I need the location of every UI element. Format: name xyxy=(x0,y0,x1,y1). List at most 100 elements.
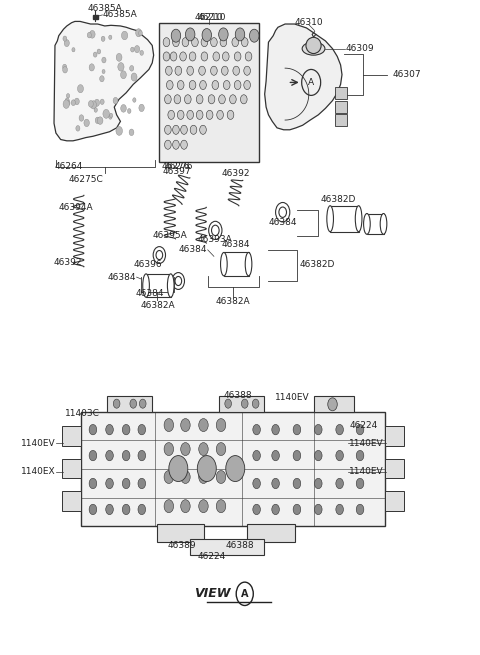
Circle shape xyxy=(116,126,122,136)
Text: 1140EV: 1140EV xyxy=(349,467,384,476)
Circle shape xyxy=(272,424,279,435)
Circle shape xyxy=(253,478,261,489)
Bar xyxy=(313,396,354,412)
Bar xyxy=(384,426,404,446)
Circle shape xyxy=(97,49,101,54)
Circle shape xyxy=(171,29,180,42)
Circle shape xyxy=(97,117,103,124)
Text: 46396: 46396 xyxy=(133,259,162,269)
Circle shape xyxy=(199,470,208,483)
Ellipse shape xyxy=(220,252,227,276)
Ellipse shape xyxy=(168,274,174,297)
Circle shape xyxy=(211,66,217,75)
Circle shape xyxy=(241,399,248,408)
Circle shape xyxy=(116,54,122,62)
Circle shape xyxy=(235,28,245,41)
Text: 46385A: 46385A xyxy=(102,10,137,20)
Ellipse shape xyxy=(306,37,321,54)
Bar xyxy=(157,524,204,542)
Text: 1140EV: 1140EV xyxy=(349,439,384,448)
Circle shape xyxy=(206,110,213,119)
Circle shape xyxy=(356,424,364,435)
Text: 1140EV: 1140EV xyxy=(21,439,56,448)
Circle shape xyxy=(222,52,229,61)
Text: 46275C: 46275C xyxy=(69,176,103,184)
Bar xyxy=(81,412,384,526)
Circle shape xyxy=(293,478,301,489)
Circle shape xyxy=(244,66,251,75)
Ellipse shape xyxy=(380,214,387,234)
Circle shape xyxy=(122,424,130,435)
Circle shape xyxy=(293,451,301,460)
Circle shape xyxy=(233,66,240,75)
Circle shape xyxy=(173,37,179,47)
Circle shape xyxy=(128,109,131,113)
Ellipse shape xyxy=(245,252,252,276)
Circle shape xyxy=(234,81,241,90)
Bar xyxy=(247,524,295,542)
Circle shape xyxy=(139,399,146,408)
Circle shape xyxy=(131,73,137,81)
Circle shape xyxy=(74,98,79,105)
Circle shape xyxy=(221,66,228,75)
Text: 46395A: 46395A xyxy=(153,231,187,240)
Circle shape xyxy=(213,52,219,61)
Text: 46384: 46384 xyxy=(178,246,207,254)
Circle shape xyxy=(164,419,174,432)
Text: 46382A: 46382A xyxy=(140,301,175,310)
Circle shape xyxy=(227,110,234,119)
Circle shape xyxy=(189,81,196,90)
Circle shape xyxy=(120,71,126,79)
Circle shape xyxy=(64,39,69,47)
Text: 46382A: 46382A xyxy=(216,297,251,306)
Ellipse shape xyxy=(363,214,370,234)
Text: 46224: 46224 xyxy=(349,421,377,430)
Circle shape xyxy=(197,456,216,481)
Bar xyxy=(219,396,264,412)
Ellipse shape xyxy=(355,206,362,232)
Circle shape xyxy=(164,470,174,483)
Circle shape xyxy=(94,107,97,112)
Circle shape xyxy=(89,478,96,489)
Circle shape xyxy=(90,101,96,109)
Bar xyxy=(62,426,81,446)
Ellipse shape xyxy=(143,274,149,297)
Text: 46394A: 46394A xyxy=(59,203,94,212)
Circle shape xyxy=(199,66,205,75)
Circle shape xyxy=(336,451,343,460)
Circle shape xyxy=(187,66,193,75)
Circle shape xyxy=(250,29,259,42)
Circle shape xyxy=(106,478,113,489)
Circle shape xyxy=(252,399,259,408)
Circle shape xyxy=(134,46,140,52)
Circle shape xyxy=(336,424,343,435)
Circle shape xyxy=(216,470,226,483)
Bar xyxy=(335,114,347,126)
Ellipse shape xyxy=(302,42,325,55)
Circle shape xyxy=(293,504,301,515)
Circle shape xyxy=(139,104,144,111)
Text: 46384: 46384 xyxy=(268,218,297,227)
Bar xyxy=(159,23,259,162)
Text: 46224: 46224 xyxy=(197,552,226,561)
Circle shape xyxy=(164,443,174,456)
Text: 46384: 46384 xyxy=(107,272,136,282)
Text: 11403C: 11403C xyxy=(64,409,99,418)
Bar xyxy=(224,252,249,276)
Text: A: A xyxy=(241,589,249,599)
Circle shape xyxy=(293,424,301,435)
Polygon shape xyxy=(54,22,154,141)
Text: 46388: 46388 xyxy=(223,392,252,400)
Circle shape xyxy=(328,398,337,411)
Circle shape xyxy=(113,399,120,408)
Circle shape xyxy=(178,110,184,119)
Circle shape xyxy=(76,126,80,131)
Circle shape xyxy=(170,52,177,61)
Circle shape xyxy=(174,95,180,104)
Circle shape xyxy=(65,98,69,103)
Bar xyxy=(330,206,359,232)
Bar xyxy=(335,102,347,113)
Text: 46388: 46388 xyxy=(226,540,254,550)
Circle shape xyxy=(187,110,193,119)
Circle shape xyxy=(167,81,173,90)
